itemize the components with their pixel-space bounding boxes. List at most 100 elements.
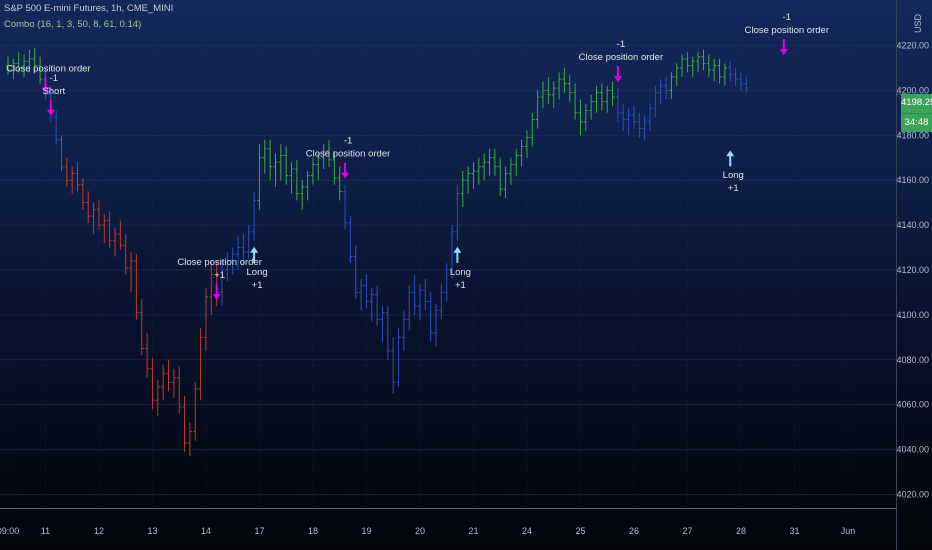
y-tick-label: 4200.00	[896, 85, 929, 95]
candle	[300, 180, 305, 210]
candle	[22, 54, 27, 77]
x-tick-label: 24	[522, 526, 532, 536]
candle	[182, 395, 187, 452]
candle	[594, 85, 599, 113]
signal-label: Close position order	[306, 149, 391, 160]
candle	[434, 303, 438, 347]
candle	[728, 61, 733, 82]
candle	[450, 225, 455, 279]
candle	[717, 58, 722, 84]
candle	[337, 166, 342, 201]
x-tick-label: 12	[94, 526, 104, 536]
candle	[343, 184, 348, 230]
candle	[401, 310, 406, 351]
y-tick-label: 4040.00	[896, 445, 929, 455]
signal-label: Close position order	[177, 257, 262, 268]
signal-label: +1	[728, 183, 739, 194]
signal-label: -1	[783, 12, 791, 23]
signal-label: Long	[723, 170, 744, 181]
candle	[316, 153, 321, 181]
candle	[615, 88, 620, 122]
candle	[417, 283, 422, 320]
signal-label: Close position order	[745, 25, 830, 36]
buy-signal: Long +1	[450, 246, 471, 291]
candle	[268, 139, 273, 181]
candle	[642, 115, 647, 140]
candle	[209, 261, 214, 315]
candle	[391, 337, 396, 394]
candle	[86, 191, 91, 223]
candle	[519, 139, 524, 167]
x-axis[interactable]: 09:00 11 12 13 14 17 18 19 20 21 24 25 26 27 28 31 Jun	[0, 508, 896, 537]
candle	[701, 49, 706, 71]
candle	[492, 148, 497, 176]
y-tick-label: 4140.00	[896, 220, 929, 230]
candle	[605, 85, 610, 113]
buy-arrow-head	[726, 150, 735, 157]
sell-signal: Close position order	[6, 63, 91, 94]
candle	[246, 225, 251, 259]
candle	[423, 278, 428, 311]
candle	[412, 274, 417, 315]
signal-label: Short	[42, 86, 65, 97]
candle	[348, 216, 353, 264]
candle	[380, 305, 385, 342]
candle	[524, 130, 529, 158]
candle	[284, 146, 289, 185]
candle	[744, 76, 749, 93]
candle	[273, 153, 278, 187]
candle	[637, 112, 642, 138]
candle	[220, 261, 224, 306]
candle	[252, 191, 257, 241]
candle	[369, 287, 374, 322]
candle	[648, 103, 652, 131]
y-tick-label: 4180.00	[896, 130, 929, 140]
candle	[177, 366, 182, 414]
candle	[91, 202, 96, 235]
sell-arrow-head	[41, 87, 50, 94]
y-axis[interactable]: 4020.00 4040.00 4060.00 4080.00 4100.00 4120.…	[896, 0, 932, 550]
indicator-legend[interactable]: Combo (16, 1, 3, 50, 8, 61, 0.14)	[4, 19, 142, 30]
candle	[375, 285, 380, 327]
candle	[583, 103, 588, 131]
candle	[64, 157, 69, 187]
x-tick-label: 19	[361, 526, 371, 536]
candle	[257, 144, 262, 210]
candle	[321, 144, 326, 169]
candle	[444, 263, 449, 302]
candle	[59, 135, 64, 172]
candle	[327, 139, 331, 167]
grid	[0, 0, 896, 508]
candle	[359, 278, 364, 311]
candle	[364, 274, 369, 309]
candle	[476, 157, 481, 185]
candle	[54, 110, 59, 145]
x-tick-label: 25	[575, 526, 585, 536]
signal-label: +1	[252, 280, 263, 291]
candle	[631, 106, 636, 129]
x-tick-label: 21	[468, 526, 478, 536]
x-tick-label: Jun	[841, 526, 856, 536]
sell-arrow-head	[46, 109, 55, 116]
currency-label: USD	[913, 14, 923, 34]
y-tick-label: 4060.00	[896, 400, 929, 410]
candle	[161, 364, 166, 401]
buy-signal: Long +1	[723, 150, 744, 194]
last-price-tag: 4198.25 34:48	[901, 94, 932, 132]
candle	[508, 157, 513, 185]
candle	[11, 58, 16, 80]
candle	[690, 56, 695, 77]
x-tick-label: 28	[736, 526, 746, 536]
candle	[562, 67, 567, 93]
candle	[6, 56, 10, 75]
sell-signal: -1 Close position order	[579, 39, 663, 83]
buy-signal: Long +1	[247, 246, 268, 291]
candle	[70, 166, 75, 194]
symbol-legend[interactable]: S&P 500 E-mini Futures, 1h, CME_MINI	[4, 3, 174, 14]
candle	[80, 177, 85, 210]
signals: Close position order -1 Short Close positio…	[6, 12, 829, 300]
signal-label: Close position order	[6, 63, 91, 74]
candle	[289, 162, 294, 194]
